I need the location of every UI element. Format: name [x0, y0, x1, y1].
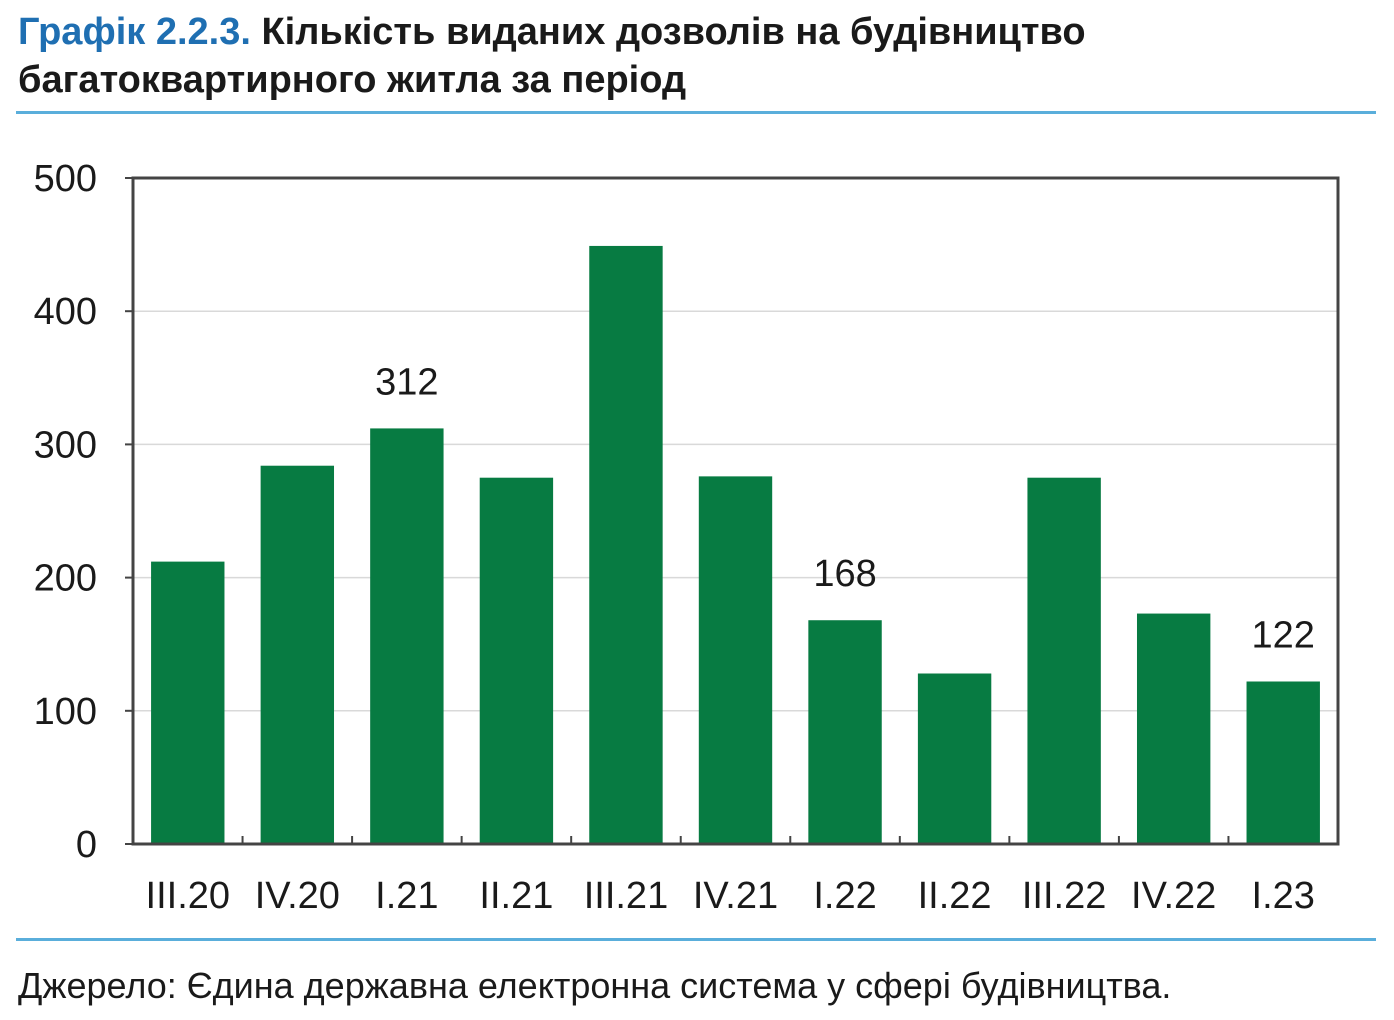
bar [479, 477, 554, 844]
title-divider [16, 111, 1376, 114]
data-label: 312 [375, 361, 438, 403]
chart-title-line1: Кількість виданих дозволів на будівництв… [261, 11, 1086, 53]
chart-title-line2: багатоквартирного житла за період [18, 59, 687, 101]
axis-ticks [125, 177, 1230, 845]
plot-frame [131, 176, 1340, 846]
data-label: 122 [1252, 614, 1315, 656]
bar [917, 673, 992, 844]
x-tick-label: I.21 [375, 875, 438, 917]
x-tick-label: IV.22 [1131, 875, 1216, 917]
bar [151, 561, 225, 844]
x-tick-label: III.22 [1022, 875, 1107, 917]
y-axis-tick-labels: 0 100 200 300 400 500 [34, 158, 97, 866]
chart-number: Графік 2.2.3. [18, 11, 251, 53]
x-tick-label: III.20 [146, 875, 231, 917]
x-tick-label: IV.21 [693, 875, 778, 917]
y-tick-label: 200 [34, 558, 97, 600]
source-divider [16, 938, 1376, 941]
bar [698, 476, 773, 844]
y-tick-label: 0 [76, 824, 97, 866]
bars [151, 245, 1320, 844]
bar [589, 245, 663, 844]
x-tick-label: II.21 [479, 875, 553, 917]
y-tick-label: 100 [34, 691, 97, 733]
x-tick-label: IV.20 [255, 875, 340, 917]
x-tick-label: I.23 [1252, 875, 1315, 917]
y-tick-label: 400 [34, 291, 97, 333]
bar [1246, 681, 1320, 844]
bar [1027, 477, 1101, 844]
y-tick-label: 300 [34, 424, 97, 466]
bar [808, 620, 882, 844]
source-note: Джерело: Єдина державна електронна систе… [18, 965, 1172, 1006]
x-tick-label: III.21 [584, 875, 669, 917]
bar [370, 428, 444, 844]
x-axis-tick-labels: III.20 IV.20 I.21 II.21 III.21 IV.21 I.22 II.22… [146, 875, 1315, 917]
bar [1136, 613, 1211, 844]
x-tick-label: I.22 [813, 875, 876, 917]
data-labels: 312 168 122 [375, 361, 1315, 656]
y-tick-label: 500 [34, 158, 97, 200]
x-tick-label: II.22 [918, 875, 992, 917]
chart-title: Графік 2.2.3. Кількість виданих дозволів… [18, 8, 1378, 104]
data-label: 168 [813, 553, 876, 595]
bar [260, 465, 335, 844]
